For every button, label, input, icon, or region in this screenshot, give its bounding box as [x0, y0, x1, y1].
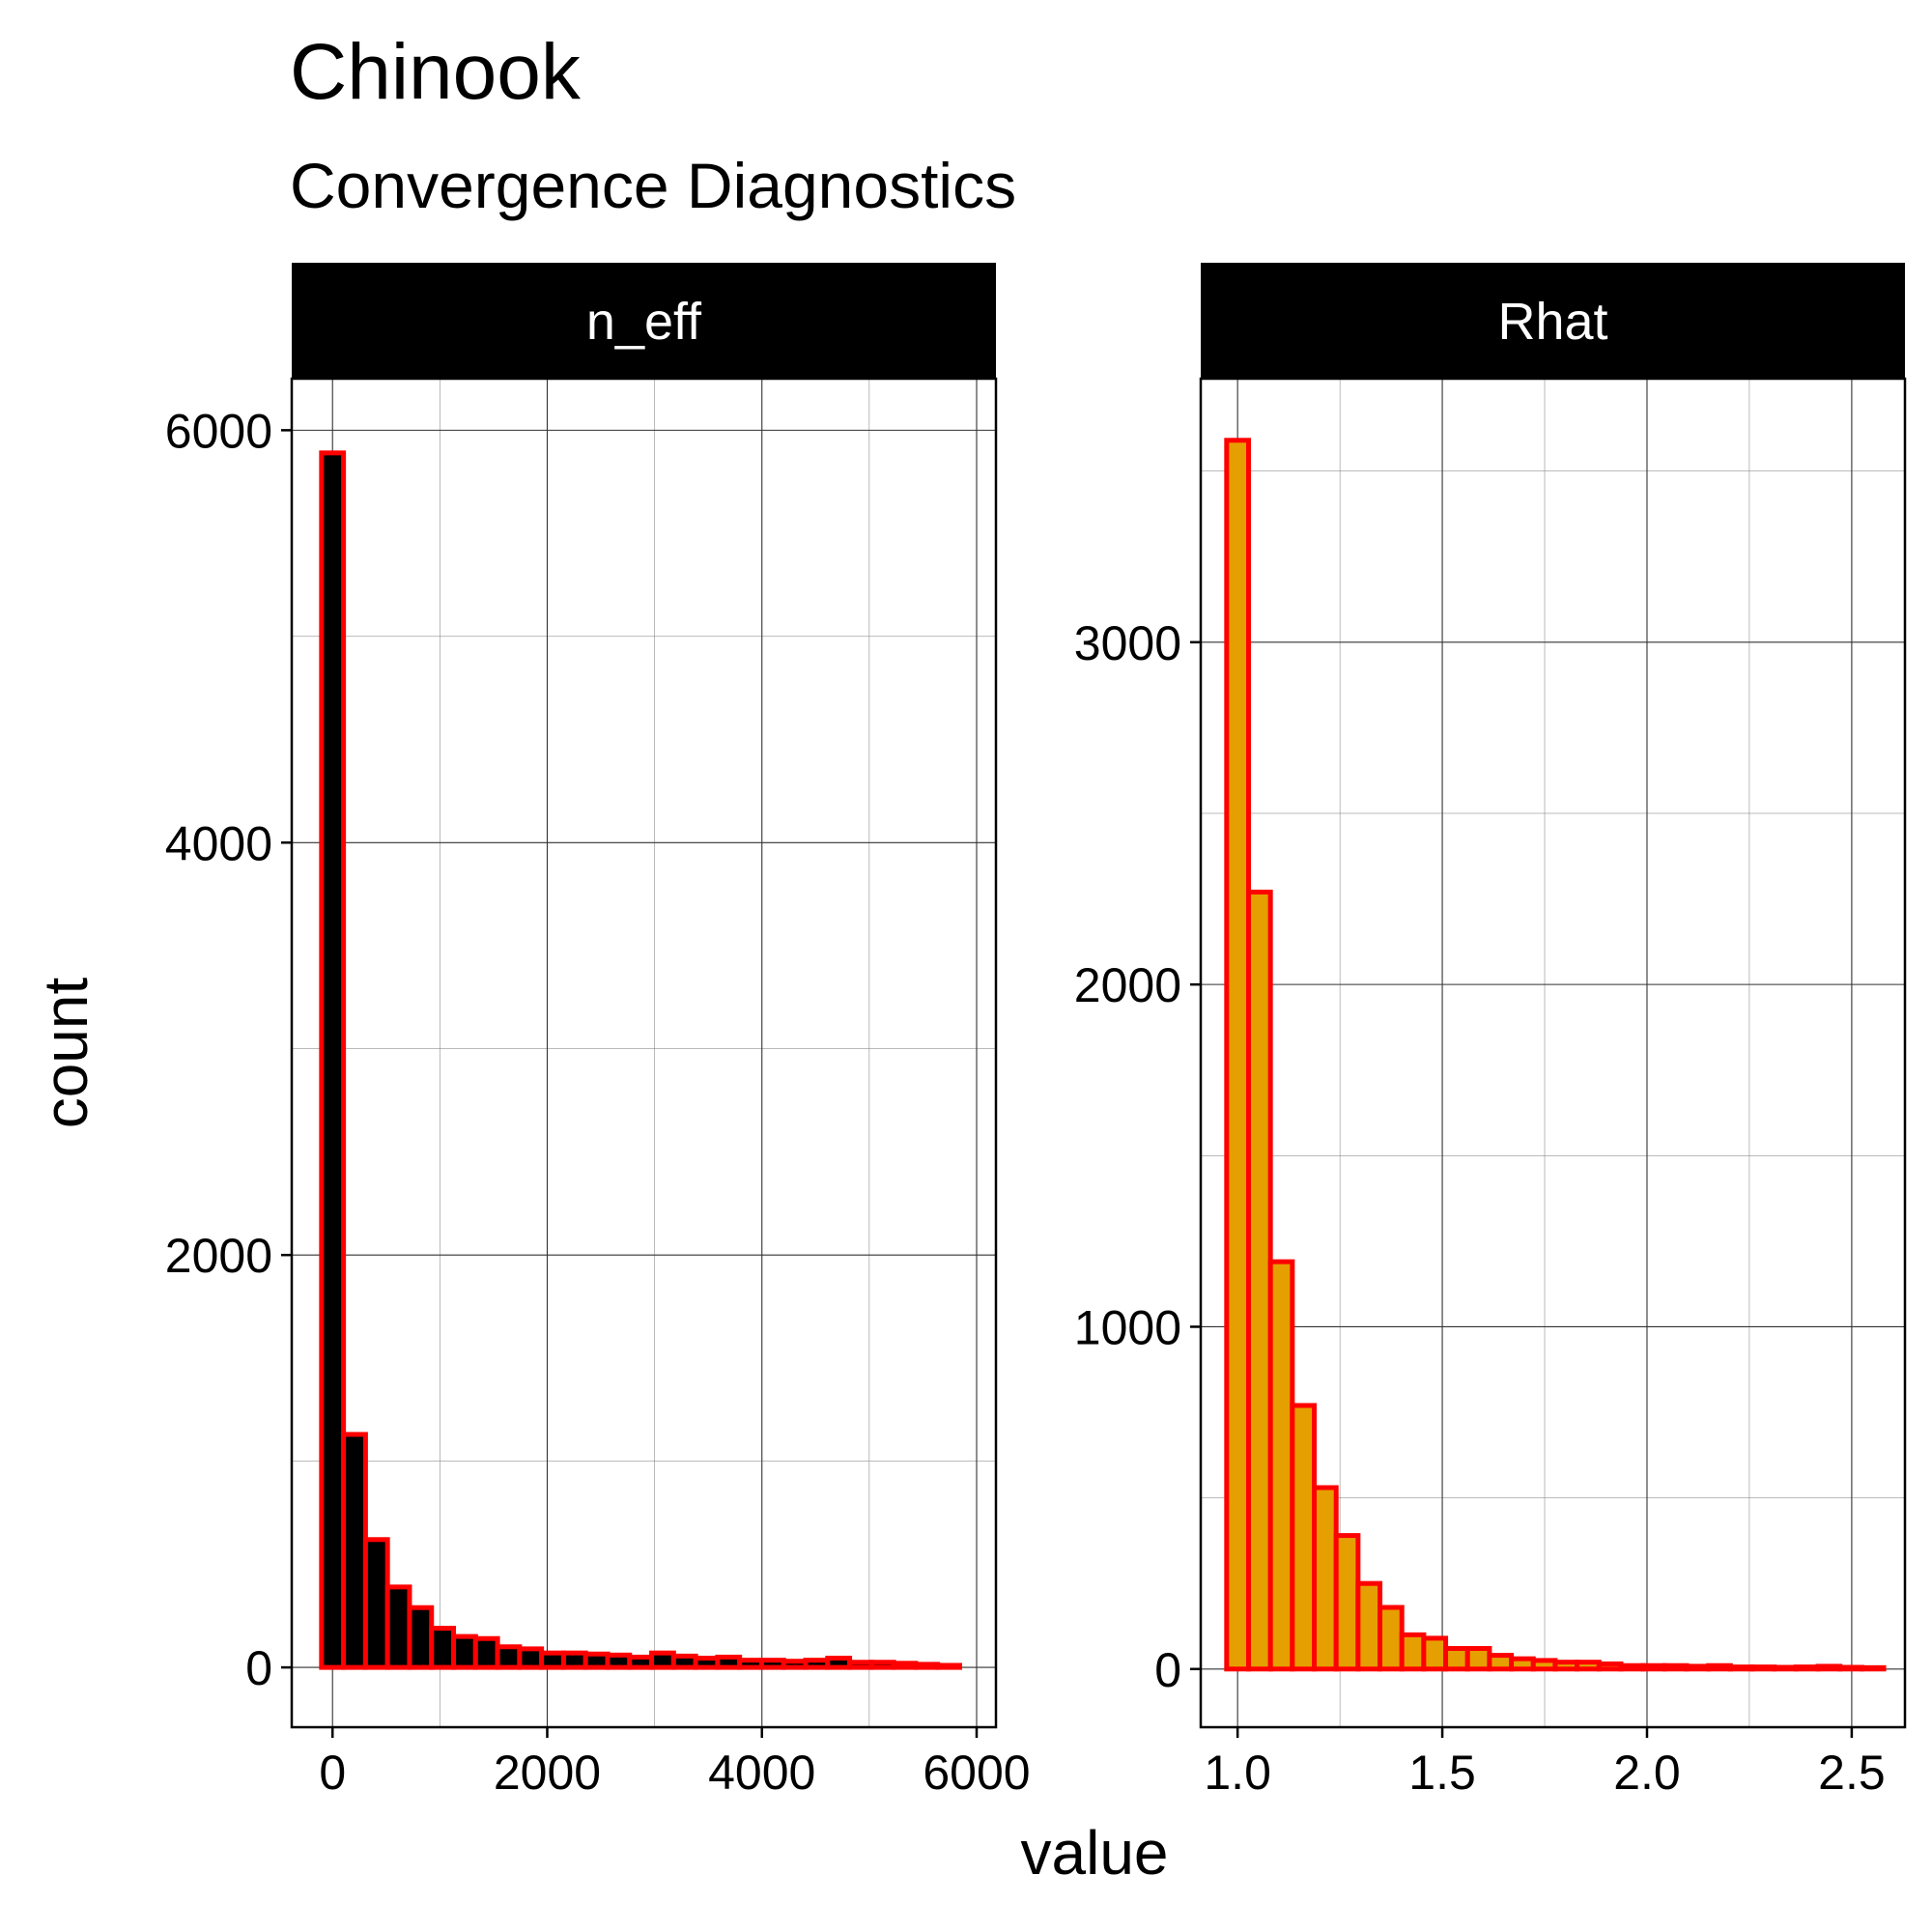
- histogram-bar: [1552, 1660, 1580, 1672]
- histogram-bar: [1290, 1403, 1318, 1672]
- histogram-bar: [1815, 1663, 1843, 1672]
- histogram-bar: [1640, 1662, 1667, 1672]
- histogram-bar: [1464, 1646, 1492, 1672]
- histogram-bar: [582, 1651, 611, 1670]
- y-tick-label: 0: [245, 1641, 272, 1695]
- strip-background-n_eff: [292, 263, 996, 379]
- y-tick-label: 3000: [1074, 616, 1181, 670]
- histogram-bar: [781, 1659, 809, 1670]
- x-tick-label: 6000: [923, 1746, 1030, 1800]
- histogram-bar: [539, 1650, 566, 1670]
- x-tick-label: 2000: [494, 1746, 601, 1800]
- x-tick-label: 1.5: [1408, 1746, 1476, 1800]
- histogram-bar: [1378, 1605, 1405, 1672]
- panel-n_eff: n_eff 0 2000 4000 6000 0 2000 4000 6000: [165, 263, 1031, 1800]
- histogram-bar: [670, 1653, 698, 1670]
- y-tick-label: 2000: [165, 1229, 272, 1283]
- histogram-bar: [1312, 1485, 1339, 1672]
- histogram-bar: [1727, 1664, 1755, 1672]
- histogram-bar: [1772, 1664, 1799, 1672]
- histogram-bar: [1596, 1661, 1624, 1672]
- panel-border-Rhat: [1199, 377, 1907, 1729]
- histogram-bar: [517, 1646, 545, 1670]
- panel-Rhat: Rhat 1.0 1.5 2.0 2.5 0 1000 2000 3000: [1074, 263, 1907, 1800]
- histogram-bar: [825, 1655, 853, 1670]
- x-axis-title: value: [1021, 1818, 1169, 1888]
- histogram-bar: [868, 1660, 896, 1670]
- histogram-bar: [319, 450, 347, 1670]
- histogram-bar: [429, 1626, 457, 1670]
- histogram-bar: [495, 1644, 523, 1670]
- histogram-bar: [1399, 1632, 1427, 1672]
- histogram-bar: [1530, 1658, 1558, 1672]
- x-tick-label: 2.0: [1613, 1746, 1681, 1800]
- histogram-bar: [1749, 1664, 1777, 1672]
- histogram-bar: [472, 1635, 500, 1670]
- x-tick-label: 2.5: [1818, 1746, 1886, 1800]
- histogram-bar: [935, 1662, 962, 1670]
- histogram-bar: [1333, 1533, 1361, 1672]
- histogram-bar: [560, 1650, 588, 1670]
- chart-subtitle: Convergence Diagnostics: [290, 150, 1016, 221]
- x-tick-label: 4000: [708, 1746, 815, 1800]
- histogram-bar: [1509, 1656, 1536, 1672]
- histogram-bar: [913, 1662, 941, 1670]
- histogram-bar: [362, 1537, 390, 1670]
- strip-label-Rhat: Rhat: [1497, 293, 1607, 351]
- histogram-bar: [1224, 438, 1251, 1672]
- facet-panels: n_eff 0 2000 4000 6000 0 2000 4000 6000 Rhat 1.0 1.…: [165, 263, 1907, 1800]
- histogram-bar: [627, 1654, 655, 1670]
- histogram-bar: [1706, 1662, 1733, 1672]
- histogram-bar: [1859, 1664, 1887, 1672]
- histogram-bar: [384, 1584, 412, 1670]
- histogram-bar: [1575, 1660, 1602, 1672]
- chart-title: Chinook: [290, 28, 582, 116]
- strip-label-n_eff: n_eff: [586, 293, 702, 351]
- x-tick-label: 1.0: [1204, 1746, 1271, 1800]
- y-axis-title: count: [31, 978, 100, 1129]
- y-tick-label: 6000: [165, 404, 272, 458]
- histogram-bar: [649, 1650, 676, 1670]
- y-tick-label: 0: [1154, 1643, 1181, 1697]
- histogram-bar: [1355, 1580, 1383, 1672]
- histogram-bar: [407, 1605, 435, 1670]
- x-tick-label: 0: [319, 1746, 346, 1800]
- y-tick-label: 1000: [1074, 1300, 1181, 1354]
- histogram-bar: [1662, 1662, 1690, 1672]
- histogram-bar: [1487, 1653, 1515, 1672]
- histogram-bar: [341, 1432, 368, 1670]
- histogram-bar: [1793, 1664, 1821, 1672]
- histogram-bar: [803, 1658, 831, 1670]
- y-tick-label: 4000: [165, 816, 272, 870]
- histogram-bar: [1443, 1646, 1470, 1672]
- panel-border-n_eff: [290, 377, 998, 1729]
- histogram-bar: [1618, 1662, 1646, 1672]
- histogram-bar: [1837, 1664, 1864, 1672]
- histogram-bar: [451, 1634, 478, 1670]
- histogram-bar: [891, 1661, 919, 1670]
- histogram-bar: [605, 1652, 633, 1670]
- histogram-bar: [737, 1658, 764, 1670]
- histogram-bar: [693, 1655, 721, 1670]
- histogram-bar: [715, 1654, 743, 1670]
- histogram-bar: [847, 1660, 874, 1670]
- histogram-bar: [1421, 1635, 1449, 1672]
- histogram-bar: [1245, 889, 1273, 1672]
- histogram-bar: [758, 1658, 786, 1670]
- histogram-bar: [1684, 1663, 1712, 1672]
- strip-background-Rhat: [1201, 263, 1905, 379]
- histogram-bar: [1267, 1259, 1295, 1672]
- y-tick-label: 2000: [1074, 958, 1181, 1012]
